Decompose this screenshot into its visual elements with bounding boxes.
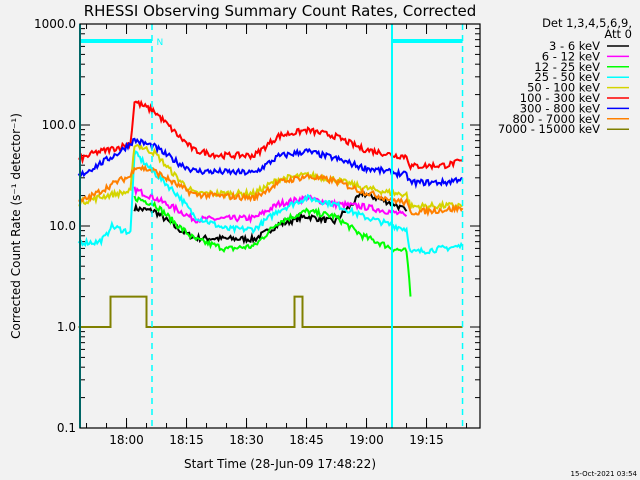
footer-date: 15-Oct-2021 03:54 — [571, 470, 638, 478]
series-line-6 — [77, 137, 463, 190]
legend-header-2: Att 0 — [604, 27, 632, 41]
series-line-1 — [133, 186, 408, 225]
series-line-5 — [78, 99, 463, 172]
legend-label: 3 - 6 keV — [549, 39, 600, 53]
legend-label: 100 - 300 keV — [520, 91, 600, 105]
x-tick-label: 18:45 — [289, 433, 324, 447]
legend-label: 25 - 50 keV — [534, 70, 600, 84]
legend-label: 12 - 25 keV — [534, 60, 600, 74]
series-line-7 — [78, 164, 464, 217]
x-tick-label: 18:15 — [169, 433, 204, 447]
series-line-2 — [133, 195, 412, 297]
series-line-8 — [78, 295, 463, 328]
chart-title: RHESSI Observing Summary Count Rates, Co… — [84, 2, 477, 20]
plot-frame — [79, 23, 481, 429]
x-tick-label: 18:30 — [229, 433, 264, 447]
night-annotation: N — [157, 38, 164, 48]
y-axis-label: Corrected Count Rate (s⁻¹ detector⁻¹) — [9, 113, 23, 339]
series-line-3 — [77, 150, 464, 255]
y-tick-label: 1000.0 — [34, 17, 76, 31]
legend-label: 300 - 800 keV — [520, 101, 600, 115]
y-tick-label: 1.0 — [57, 320, 76, 334]
x-tick-label: 18:00 — [109, 433, 144, 447]
y-tick-label: 0.1 — [57, 421, 76, 435]
x-tick-label: 19:00 — [349, 433, 384, 447]
legend-label: 6 - 12 keV — [542, 49, 600, 63]
legend-label: 800 - 7000 keV — [512, 112, 600, 126]
y-tick-label: 100.0 — [42, 118, 76, 132]
y-tick-label: 10.0 — [49, 219, 76, 233]
x-tick-label: 19:15 — [409, 433, 444, 447]
legend-header-1: Det 1,3,4,5,6,9, — [542, 16, 632, 30]
series-line-4 — [78, 144, 463, 212]
x-axis-label: Start Time (28-Jun-09 17:48:22) — [184, 457, 376, 471]
legend-label: 50 - 100 keV — [527, 81, 600, 95]
legend-label: 7000 - 15000 keV — [498, 122, 600, 136]
